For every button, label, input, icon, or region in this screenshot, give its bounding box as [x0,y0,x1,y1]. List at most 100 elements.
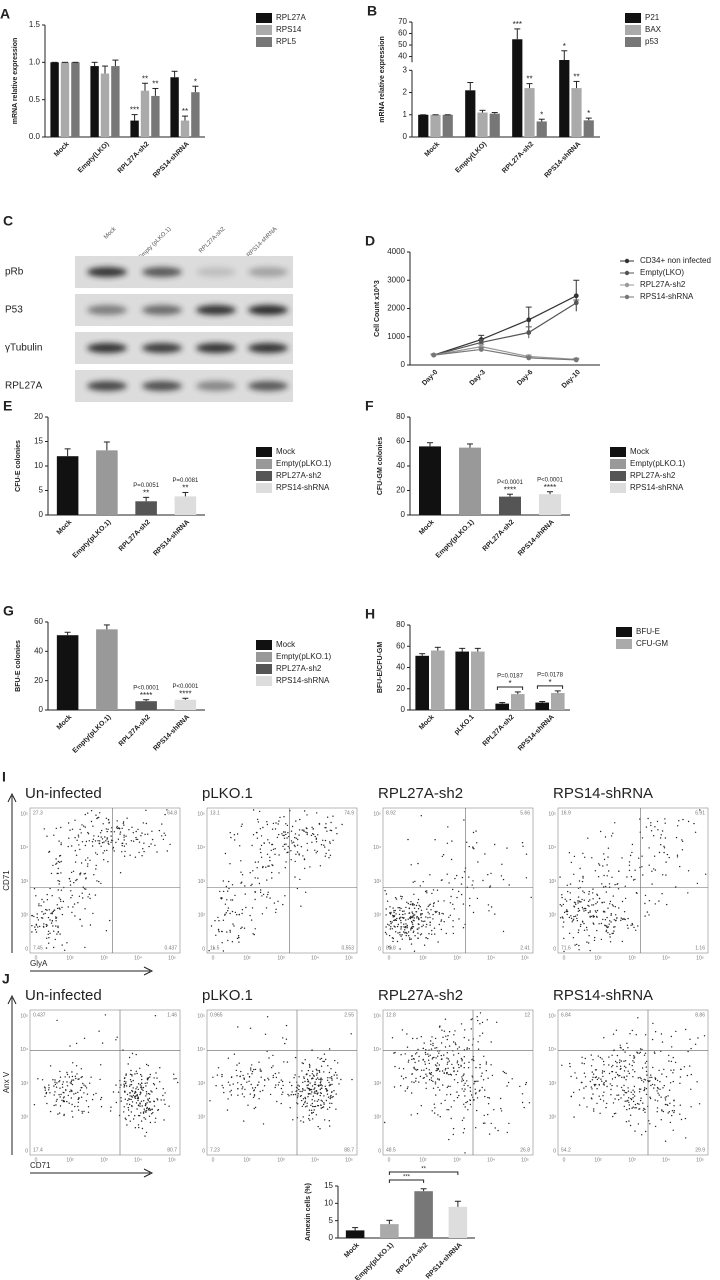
event-dot [421,1036,422,1037]
y-tick-label: 20 [396,684,405,693]
event-dot [583,1097,584,1098]
event-dot [77,902,78,903]
event-dot [85,859,86,860]
event-dot [98,1031,99,1032]
event-dot [463,927,464,928]
event-dot [454,878,455,879]
event-dot [148,1109,149,1110]
bar [449,1207,468,1238]
event-dot [87,857,88,858]
event-dot [588,942,589,943]
event-dot [320,1084,321,1085]
event-dot [421,917,422,918]
event-dot [307,1079,308,1080]
event-dot [261,1070,262,1071]
event-dot [654,826,655,827]
event-dot [151,1113,152,1114]
event-dot [249,1076,250,1077]
event-dot [255,928,256,929]
event-dot [484,853,485,854]
event-dot [598,876,599,877]
event-dot [478,1049,479,1050]
event-dot [626,876,627,877]
event-dot [585,908,586,909]
event-dot [99,843,100,844]
significance: * [548,678,551,687]
event-dot [629,1064,630,1065]
event-dot [323,1106,324,1107]
event-dot [471,1019,472,1020]
x-axis-label: CD71 [30,1161,51,1170]
event-dot [651,883,652,884]
event-dot [412,904,413,905]
bar [584,120,594,137]
event-dot [322,1061,323,1062]
event-dot [254,899,255,900]
event-dot [623,1061,624,1062]
event-dot [83,1092,84,1093]
event-dot [603,875,604,876]
event-dot [314,1106,315,1107]
x-tick-label: 10⁵ [521,1157,529,1163]
y-tick-label: 0.5 [29,95,41,104]
event-dot [76,840,77,841]
event-dot [439,1025,440,1026]
event-dot [252,907,253,908]
event-dot [400,1085,401,1086]
event-dot [681,839,682,840]
event-dot [479,1023,480,1024]
event-dot [288,1095,289,1096]
event-dot [304,1097,305,1098]
event-dot [336,1093,337,1094]
event-dot [66,1101,67,1102]
event-dot [651,1077,652,1078]
event-dot [593,916,594,917]
event-dot [54,1094,55,1095]
event-dot [286,1025,287,1026]
x-tick-label: 0 [212,955,215,961]
event-dot [434,1112,435,1113]
event-dot [100,846,101,847]
event-dot [111,840,112,841]
event-dot [426,924,427,925]
event-dot [424,1061,425,1062]
y-tick-label: 0 [401,705,406,714]
event-dot [643,1090,644,1091]
event-dot [85,814,86,815]
bar [346,1230,365,1238]
y-tick-label: 10² [374,1115,382,1121]
event-dot [48,943,49,944]
event-dot [315,1093,316,1094]
event-dot [117,826,118,827]
event-dot [58,840,59,841]
event-dot [599,898,600,899]
event-dot [268,1079,269,1080]
event-dot [164,1104,165,1105]
legend-swatch [625,13,641,23]
event-dot [295,854,296,855]
y-tick-label: 10⁵ [197,1013,205,1019]
event-dot [242,1093,243,1094]
event-dot [596,917,597,918]
event-dot [586,929,587,930]
event-dot [230,931,231,932]
event-dot [92,913,93,914]
event-dot [330,1068,331,1069]
event-dot [605,1081,606,1082]
event-dot [121,1100,122,1101]
event-dot [467,1085,468,1086]
event-dot [303,1098,304,1099]
event-dot [312,1118,313,1119]
event-dot [78,1078,79,1079]
event-dot [593,924,594,925]
event-dot [325,823,326,824]
event-dot [73,882,74,883]
event-dot [73,1079,74,1080]
event-dot [431,934,432,935]
bar [499,497,521,515]
event-dot [120,831,121,832]
event-dot [328,1097,329,1098]
event-dot [237,1082,238,1083]
event-dot [390,913,391,914]
event-dot [632,1094,633,1095]
